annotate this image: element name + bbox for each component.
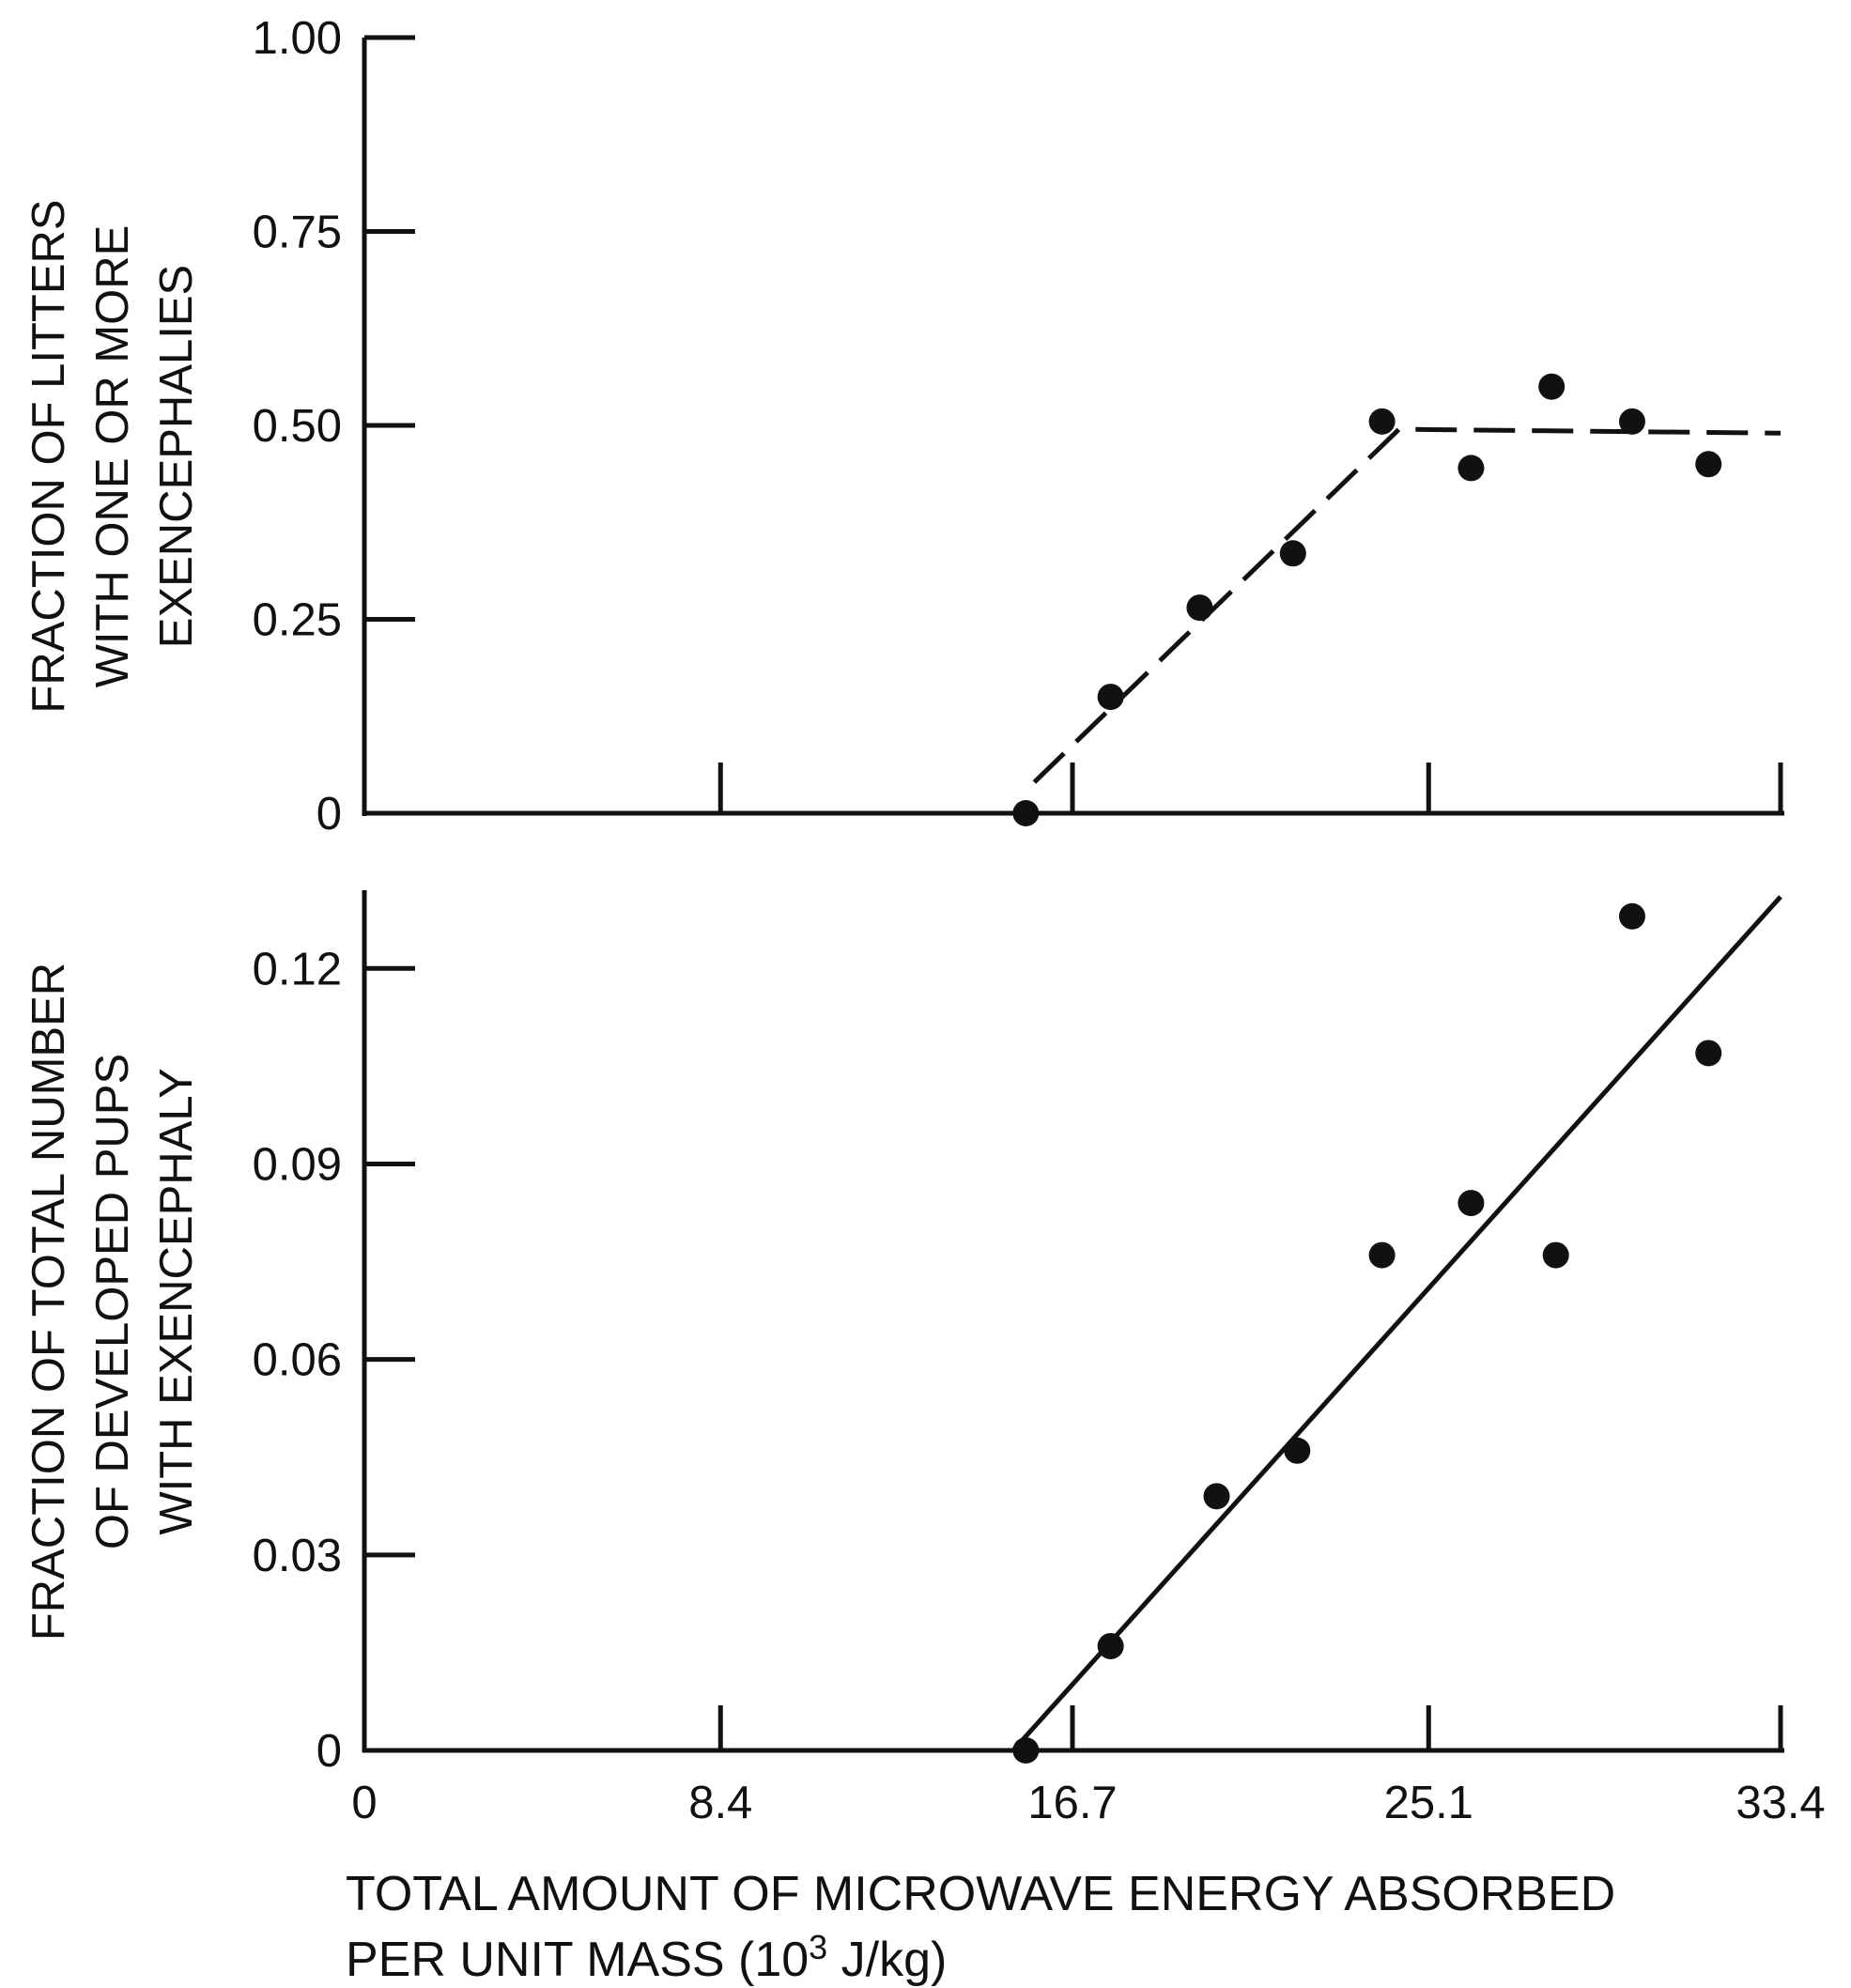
top-y-ticks: 0 0.25 0.50 0.75 1.00 <box>253 13 415 840</box>
top-y-tick-label-1: 0.25 <box>253 595 342 646</box>
top-y-axis-label-line-3: EXENCEPHALIES <box>151 265 202 649</box>
x-axis-label: TOTAL AMOUNT OF MICROWAVE ENERGY ABSORBE… <box>346 1867 1615 1987</box>
bot-data-point-7 <box>1618 902 1645 930</box>
top-data-point-8 <box>1695 451 1722 478</box>
top-y-tick-label-0: 0 <box>316 789 342 840</box>
top-data-points <box>1012 373 1722 826</box>
bottom-x-ticks: 0 8.4 16.7 25.1 33.4 <box>351 1705 1826 1828</box>
bot-y-tick-label-1: 0.03 <box>253 1531 342 1581</box>
bot-data-point-0 <box>1012 1737 1040 1764</box>
top-y-axis-label: FRACTION OF LITTERS WITH ONE OR MORE EXE… <box>23 199 202 713</box>
bot-data-point-4 <box>1368 1241 1396 1269</box>
bot-y-tick-label-2: 0.06 <box>253 1335 342 1386</box>
bot-data-point-1 <box>1097 1632 1124 1659</box>
top-data-point-5 <box>1458 455 1485 482</box>
top-data-point-2 <box>1186 594 1213 622</box>
top-panel: FRACTION OF LITTERS WITH ONE OR MORE EXE… <box>23 13 1784 840</box>
bot-data-point-6 <box>1542 1241 1569 1269</box>
top-data-point-0 <box>1012 800 1040 826</box>
x-axis-label-line-2-part-2: J/kg) <box>827 1933 947 1987</box>
bot-data-point-2 <box>1203 1483 1230 1510</box>
top-data-point-3 <box>1279 540 1306 567</box>
bot-x-tick-label-2: 16.7 <box>1027 1778 1117 1828</box>
bottom-data-points <box>1012 902 1722 1764</box>
x-axis-label-superscript: 3 <box>809 1928 827 1966</box>
top-fit-line <box>1032 426 1782 784</box>
bottom-y-axis-label-line-2: OF DEVELOPED PUPS <box>87 1054 138 1549</box>
bot-fit-polyline <box>1010 895 1782 1752</box>
bottom-y-axis-label-line-3: WITH EXENCEPHALY <box>151 1068 202 1534</box>
x-axis-label-line-1: TOTAL AMOUNT OF MICROWAVE ENERGY ABSORBE… <box>346 1867 1615 1921</box>
bottom-y-ticks: 0 0.03 0.06 0.09 0.12 <box>253 944 415 1777</box>
bot-x-tick-label-3: 25.1 <box>1384 1778 1473 1828</box>
bot-y-tick-label-0: 0 <box>316 1726 342 1777</box>
top-data-point-6 <box>1538 373 1566 400</box>
top-x-ticks <box>717 763 1783 813</box>
top-data-point-7 <box>1618 408 1645 435</box>
bottom-fit-line <box>1010 895 1782 1752</box>
bot-data-point-8 <box>1695 1040 1722 1067</box>
bot-x-tick-label-0: 0 <box>351 1778 377 1828</box>
x-axis-label-line-2-part-1: PER UNIT MASS (10 <box>346 1933 809 1987</box>
top-y-tick-label-3: 0.75 <box>253 208 342 258</box>
top-y-axis-label-line-1: FRACTION OF LITTERS <box>23 199 74 713</box>
bottom-panel: FRACTION OF TOTAL NUMBER OF DEVELOPED PU… <box>23 890 1826 1987</box>
bot-data-point-3 <box>1284 1437 1311 1464</box>
bottom-y-axis-label-line-1: FRACTION OF TOTAL NUMBER <box>23 963 74 1641</box>
bot-x-tick-label-1: 8.4 <box>688 1778 752 1828</box>
top-y-tick-label-2: 0.50 <box>253 401 342 452</box>
top-data-point-4 <box>1368 408 1396 435</box>
top-y-axis-label-line-2: WITH ONE OR MORE <box>87 225 138 688</box>
bot-y-tick-label-3: 0.09 <box>253 1139 342 1190</box>
bottom-y-axis-label: FRACTION OF TOTAL NUMBER OF DEVELOPED PU… <box>23 963 202 1641</box>
bot-x-tick-label-4: 33.4 <box>1735 1778 1825 1828</box>
top-y-tick-label-4: 1.00 <box>253 13 342 64</box>
top-fit-polyline <box>1032 426 1782 784</box>
bot-y-tick-label-4: 0.12 <box>253 944 342 994</box>
top-data-point-1 <box>1097 684 1124 711</box>
bot-data-point-5 <box>1458 1190 1485 1217</box>
x-axis-label-line-2: PER UNIT MASS (103 J/kg) <box>346 1928 947 1987</box>
